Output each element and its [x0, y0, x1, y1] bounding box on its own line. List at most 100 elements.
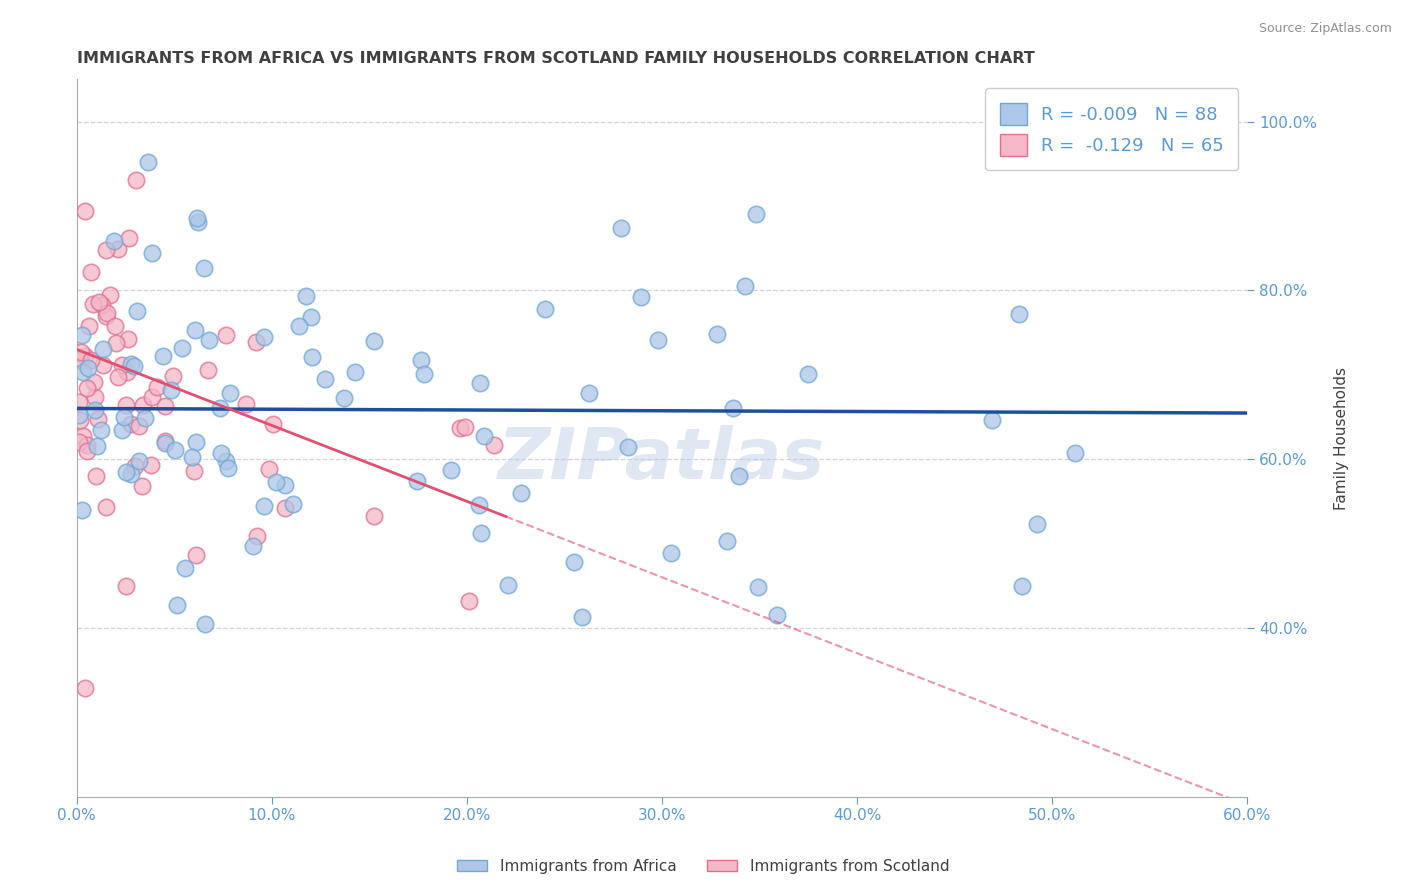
Point — [67, 394, 90, 409]
Point — [295, 289, 318, 303]
Point — [219, 386, 242, 401]
Point — [114, 465, 136, 479]
Point — [67, 435, 90, 450]
Point — [72, 365, 94, 379]
Point — [79, 319, 101, 334]
Point — [630, 290, 652, 304]
Point — [197, 363, 219, 377]
Point — [136, 154, 159, 169]
Point — [1011, 579, 1033, 593]
Point — [562, 555, 585, 569]
Point — [194, 617, 217, 632]
Point — [723, 401, 745, 416]
Point — [706, 327, 728, 342]
Point — [314, 372, 336, 386]
Point — [110, 423, 132, 437]
Point — [235, 397, 257, 411]
Point — [146, 380, 169, 394]
Point — [163, 442, 186, 457]
Point — [103, 234, 125, 248]
Point — [112, 410, 135, 425]
Point — [363, 509, 385, 524]
Point — [183, 464, 205, 478]
Point — [211, 446, 233, 460]
Point — [215, 454, 238, 468]
Point — [412, 367, 434, 381]
Point — [406, 474, 429, 488]
Point — [170, 341, 193, 355]
Point — [86, 412, 108, 426]
Point — [439, 463, 461, 477]
Point — [83, 375, 105, 389]
Point — [173, 561, 195, 575]
Point — [83, 390, 105, 404]
Point — [104, 318, 127, 333]
Point — [90, 423, 112, 437]
Point — [411, 352, 433, 367]
Point — [69, 413, 91, 427]
Point — [76, 381, 98, 395]
Point — [86, 468, 108, 483]
Point — [181, 450, 204, 465]
Point — [183, 322, 205, 336]
Point — [72, 503, 94, 517]
Point — [246, 529, 269, 543]
Point — [274, 478, 297, 492]
Point — [301, 351, 323, 365]
Point — [115, 579, 138, 593]
Point — [274, 501, 297, 516]
Point — [76, 360, 98, 375]
Point — [128, 419, 150, 434]
Point — [139, 458, 162, 473]
Point — [449, 421, 471, 435]
Point — [153, 434, 176, 448]
Point — [107, 370, 129, 384]
Point — [75, 681, 97, 696]
Point — [115, 365, 138, 379]
Point — [980, 413, 1002, 427]
Point — [264, 475, 287, 490]
Point — [728, 469, 751, 483]
Point — [162, 369, 184, 384]
Point — [94, 244, 117, 258]
Point — [125, 304, 148, 318]
Point — [287, 318, 309, 333]
Y-axis label: Family Households: Family Households — [1334, 367, 1348, 509]
Point — [82, 297, 104, 311]
Point — [647, 334, 669, 348]
Point — [454, 420, 477, 434]
Point — [253, 330, 276, 344]
Point — [98, 288, 121, 302]
Point — [659, 546, 682, 560]
Point — [198, 334, 221, 348]
Text: Source: ZipAtlas.com: Source: ZipAtlas.com — [1258, 22, 1392, 36]
Point — [215, 327, 238, 342]
Point — [76, 438, 98, 452]
Point — [745, 207, 768, 221]
Point — [262, 417, 284, 432]
Point — [118, 230, 141, 244]
Point — [610, 221, 633, 235]
Point — [91, 359, 114, 373]
Point — [160, 383, 183, 397]
Point — [72, 429, 94, 443]
Point — [86, 439, 108, 453]
Point — [153, 399, 176, 413]
Point — [482, 438, 505, 452]
Point — [152, 350, 174, 364]
Point — [299, 310, 322, 324]
Point — [141, 246, 163, 260]
Point — [120, 357, 142, 371]
Legend: R = -0.009   N = 88, R =  -0.129   N = 65: R = -0.009 N = 88, R = -0.129 N = 65 — [986, 88, 1239, 170]
Point — [217, 460, 239, 475]
Point — [91, 298, 114, 312]
Point — [84, 403, 107, 417]
Point — [796, 367, 818, 381]
Point — [166, 598, 188, 612]
Point — [245, 335, 267, 350]
Legend: Immigrants from Africa, Immigrants from Scotland: Immigrants from Africa, Immigrants from … — [451, 853, 955, 880]
Point — [510, 486, 533, 500]
Point — [120, 467, 142, 481]
Point — [472, 428, 495, 442]
Point — [73, 349, 96, 363]
